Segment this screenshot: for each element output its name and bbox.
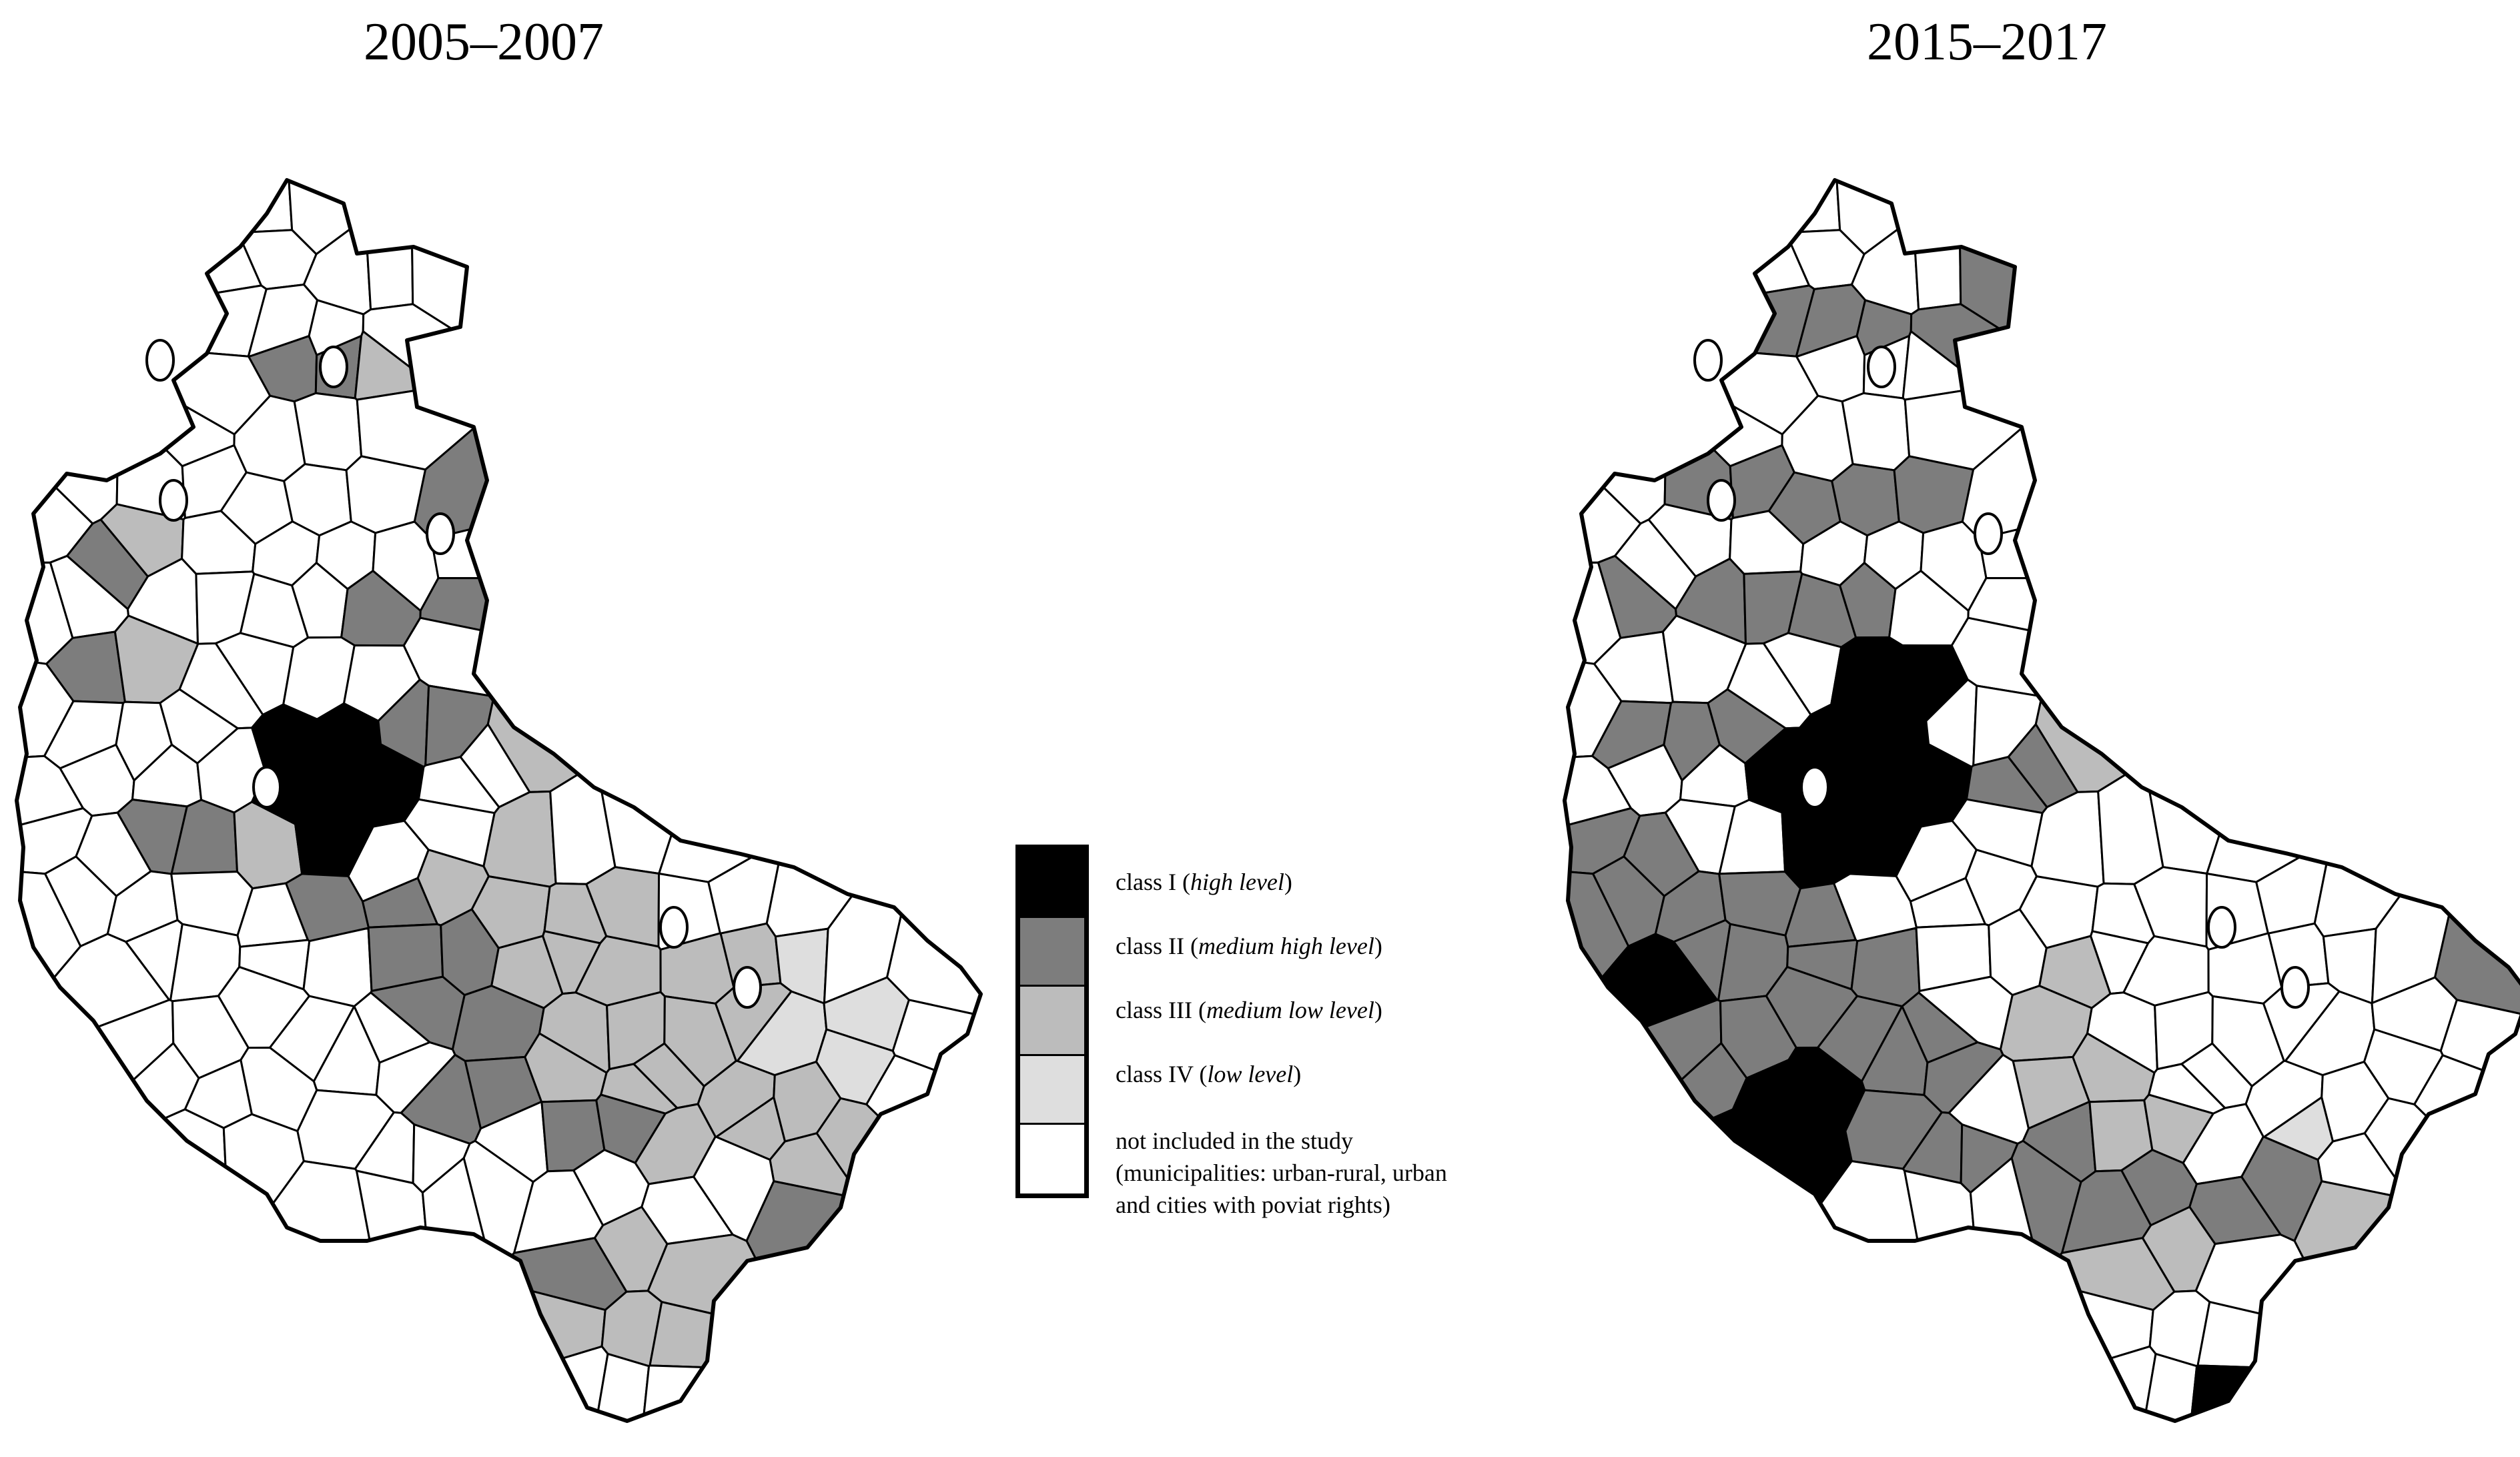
city-enclave [733,966,762,1009]
municipality [1644,342,1819,436]
municipality [639,1364,945,1421]
legend-label-excluded: not included in the study (municipalitie… [1116,1127,1447,1218]
municipality [2143,556,2311,875]
city-enclave [1974,512,2003,555]
municipality [1690,1160,1945,1421]
city-enclave [319,346,348,388]
municipality [2293,1180,2520,1421]
legend-label-class-2: class II (medium high level) [1116,933,1382,959]
legend-label-class-3: class III (medium low level) [1116,997,1382,1023]
municipality [595,556,763,875]
municipality [1565,1108,1779,1421]
municipality [2413,1054,2520,1244]
municipality [2313,524,2520,938]
municipality [302,927,373,1007]
municipality [1571,1042,1748,1181]
municipality [376,1279,606,1416]
municipality [1841,392,1911,472]
municipality [745,1180,981,1421]
municipality [1850,927,1921,1007]
municipality [1924,1279,2154,1416]
municipality [23,1042,200,1181]
municipality [1912,180,1962,311]
municipality [1565,272,1668,525]
choropleth-map-2015-2017 [1563,178,2520,1423]
municipality [2186,1364,2493,1421]
municipality [765,524,981,938]
municipality [17,272,120,525]
city-enclave [1867,346,1896,388]
municipality [486,588,720,793]
map-title-2015-2017: 2015–2017 [1867,13,2107,71]
municipality [2196,1301,2382,1373]
legend-swatch-column [1015,845,1089,1198]
choropleth-map-2005-2007 [15,178,983,1423]
legend-swatch-class-2 [1020,918,1084,987]
city-enclave [252,766,282,809]
legend-swatch-class-3 [1020,987,1084,1056]
municipality [293,392,363,472]
municipality [142,1160,397,1421]
municipality [1897,1345,2157,1421]
legend-swatch-class-4 [1020,1055,1084,1125]
municipality [1958,180,2520,384]
legend-label-class-4: class IV (low level) [1116,1061,1302,1087]
city-enclave [145,339,175,382]
municipality [2206,319,2520,883]
city-enclave [1800,766,1829,809]
municipality [1961,342,2520,540]
municipality [356,386,520,471]
municipality [349,1345,609,1421]
municipality [410,180,981,384]
municipality [1978,399,2520,580]
municipality [430,399,981,580]
region-outline [1563,178,2520,1423]
municipality [2434,592,2520,1023]
municipality [2034,588,2268,793]
city-enclave [1693,339,1723,382]
municipality [658,319,981,883]
municipality [1904,386,2068,471]
municipality [865,1054,981,1244]
city-enclave [159,479,188,522]
city-enclave [426,512,455,555]
municipality [364,180,414,311]
municipality [17,1108,232,1421]
municipality [413,342,981,540]
map-title-2005-2007: 2005–2007 [364,13,604,71]
city-enclave [1707,479,1736,522]
legend-swatch-class-1 [1020,849,1084,919]
city-enclave [2280,966,2310,1009]
legend-label-class-1: class I (high level) [1116,869,1292,895]
city-enclave [659,906,689,949]
region-outline [15,178,983,1423]
city-enclave [2207,906,2236,949]
legend-swatch-excluded [1020,1124,1084,1193]
municipality [649,1301,834,1373]
municipality [96,342,272,436]
